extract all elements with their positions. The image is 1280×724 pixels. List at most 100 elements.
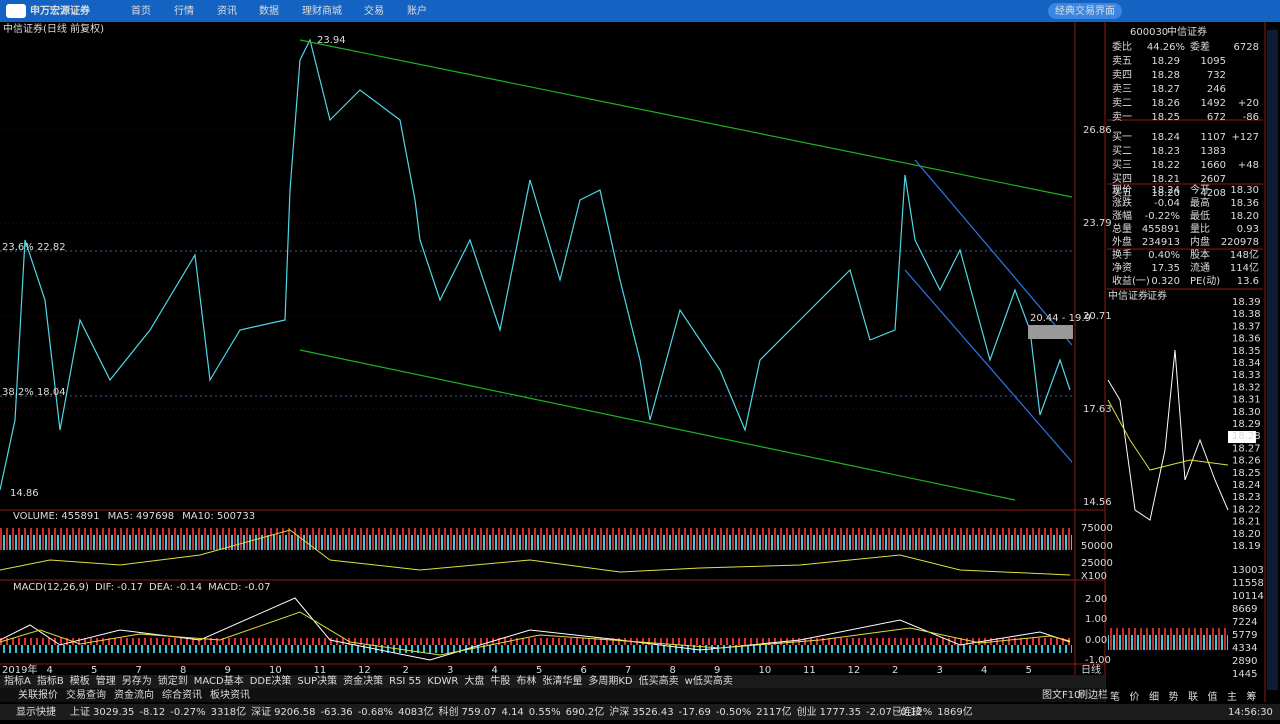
menu-item[interactable]: 行情 bbox=[174, 4, 194, 17]
stat-label: 净资 bbox=[1112, 261, 1132, 274]
indicator-tab[interactable]: 多周期KD bbox=[588, 674, 633, 687]
y-tick-label: 20.71 bbox=[1083, 311, 1112, 322]
stat-value: 234913 bbox=[1142, 237, 1180, 248]
top-bar bbox=[0, 0, 1280, 22]
index-value: 1869亿 bbox=[937, 705, 972, 718]
intraday-price-tick: 18.33 bbox=[1232, 370, 1261, 381]
x-tick-label: 2 bbox=[892, 665, 898, 676]
classic-button[interactable] bbox=[1048, 3, 1122, 19]
index-value: -63.36 bbox=[320, 707, 352, 718]
index-value: -0.50% bbox=[716, 707, 751, 718]
intraday-tab[interactable]: 联 bbox=[1188, 691, 1198, 703]
intraday-volume-tick: 1445 bbox=[1232, 669, 1257, 680]
book-volume: 732 bbox=[1207, 70, 1226, 81]
intraday-volume-tick: 13003 bbox=[1232, 565, 1264, 576]
link-tab[interactable]: 交易查询 bbox=[66, 688, 106, 701]
intraday-price-tick: 18.25 bbox=[1232, 468, 1261, 479]
indicator-tab[interactable]: KDWR bbox=[427, 676, 458, 687]
index-name: 沪深 bbox=[609, 705, 629, 718]
menu-item[interactable]: 首页 bbox=[131, 4, 151, 17]
x-tick-label: 9 bbox=[714, 665, 720, 676]
indicator-tab[interactable]: MACD基本 bbox=[194, 674, 244, 687]
indicator-tab[interactable]: 指标A bbox=[4, 674, 31, 687]
macd-tick: 2.00 bbox=[1085, 594, 1107, 605]
menu-item[interactable]: 账户 bbox=[407, 4, 427, 17]
stat-label: 今开 bbox=[1190, 183, 1210, 196]
indicator-tab[interactable]: 低买高卖 bbox=[639, 674, 679, 687]
stat-label: PE(动) bbox=[1190, 275, 1220, 287]
x-tick-label: 6 bbox=[581, 665, 587, 676]
classic-label[interactable]: 经典交易界面 bbox=[1055, 4, 1115, 17]
link-tab[interactable]: 板块资讯 bbox=[210, 688, 250, 701]
stat-label: 流通 bbox=[1190, 261, 1210, 274]
ratio-label: 委比 bbox=[1112, 40, 1132, 53]
indicator-tab[interactable]: 布林 bbox=[516, 674, 536, 687]
index-value: 9206.58 bbox=[274, 707, 315, 718]
stat-value: 13.6 bbox=[1237, 276, 1259, 287]
fib-lines bbox=[0, 250, 1075, 397]
intraday-tab[interactable]: 笔 bbox=[1110, 690, 1120, 703]
book-label: 买二 bbox=[1112, 145, 1132, 157]
intraday-tab[interactable]: 价 bbox=[1130, 691, 1140, 703]
indicator-tab[interactable]: 大盘 bbox=[464, 674, 484, 687]
intraday-volume-tick: 10114 bbox=[1232, 591, 1264, 602]
stock-code: 600030 bbox=[1130, 27, 1168, 38]
indicator-tab[interactable]: 牛股 bbox=[490, 674, 510, 687]
menu-item[interactable]: 交易 bbox=[364, 4, 384, 17]
indicator-tab[interactable]: 资金决策 bbox=[343, 674, 383, 687]
indicator-tab[interactable]: 另存为 bbox=[122, 674, 152, 687]
side-tab[interactable]: 图文F10 bbox=[1042, 688, 1080, 701]
indicator-tab[interactable]: RSI 55 bbox=[389, 676, 421, 687]
book-change: -86 bbox=[1243, 112, 1259, 123]
menu-item[interactable]: 理财商城 bbox=[302, 4, 342, 17]
stat-value: 220978 bbox=[1221, 237, 1259, 248]
book-price: 18.22 bbox=[1151, 160, 1180, 171]
link-tab[interactable]: 综合资讯 bbox=[162, 688, 202, 701]
x-tick-label: 9 bbox=[225, 665, 231, 676]
x-tick-label: 7 bbox=[136, 665, 142, 676]
indicator-tab[interactable]: 模板 bbox=[70, 674, 90, 687]
book-volume: 1492 bbox=[1201, 98, 1226, 109]
x-tick-label: 5 bbox=[536, 665, 542, 676]
volume-tick: 50000 bbox=[1081, 541, 1113, 552]
intraday-volume-tick: 5779 bbox=[1232, 630, 1257, 641]
book-price: 18.20 bbox=[1151, 188, 1180, 199]
indicator-tab[interactable]: w低买高卖 bbox=[685, 674, 733, 687]
intraday-tab[interactable]: 筹 bbox=[1247, 690, 1257, 703]
intraday-volume-tick: 4334 bbox=[1232, 643, 1257, 654]
book-change: +20 bbox=[1238, 98, 1259, 109]
panel-borders bbox=[0, 22, 1266, 702]
intraday-tab[interactable]: 值 bbox=[1208, 690, 1218, 703]
side-tab[interactable]: 刷边栏 bbox=[1078, 688, 1108, 701]
x-tick-label: 10 bbox=[759, 665, 772, 676]
indicator-tab[interactable]: 指标B bbox=[37, 674, 64, 687]
intraday-price-tick: 18.22 bbox=[1232, 504, 1261, 515]
x-tick-label: 4 bbox=[981, 665, 987, 676]
indicator-tab[interactable]: 锁定到 bbox=[158, 674, 188, 687]
volume-header: MA5: 497698 bbox=[108, 511, 175, 522]
indicator-tab[interactable]: 张清华量 bbox=[542, 674, 582, 687]
book-label: 买五 bbox=[1112, 187, 1132, 199]
stat-label: 最低 bbox=[1190, 209, 1210, 222]
indicator-tab[interactable]: DDE决策 bbox=[250, 674, 292, 687]
x-tick-label: 5 bbox=[1026, 665, 1032, 676]
intraday-tab[interactable]: 主 bbox=[1227, 691, 1237, 703]
link-tab[interactable]: 资金流向 bbox=[114, 688, 154, 701]
shortcut[interactable]: 显示快捷 bbox=[16, 705, 56, 718]
link-tab[interactable]: 关联报价 bbox=[18, 688, 58, 701]
indicator-tab[interactable]: 管理 bbox=[96, 674, 116, 687]
connection: 已连接 bbox=[892, 705, 922, 718]
ratio: 44.26% bbox=[1147, 42, 1185, 53]
intraday-tab[interactable]: 细 bbox=[1149, 690, 1159, 703]
book-label: 买一 bbox=[1112, 131, 1132, 143]
intraday-tab[interactable]: 势 bbox=[1169, 690, 1179, 703]
intraday-price-tick: 18.32 bbox=[1232, 382, 1261, 393]
stat-label: 涨幅 bbox=[1112, 209, 1132, 222]
menu-item[interactable]: 数据 bbox=[259, 4, 279, 17]
book-volume: 672 bbox=[1207, 112, 1226, 123]
indicator-tab[interactable]: SUP决策 bbox=[297, 674, 337, 687]
index-value: 3526.43 bbox=[632, 707, 673, 718]
intraday-price-tick: 18.23 bbox=[1232, 492, 1261, 503]
menu-item[interactable]: 资讯 bbox=[217, 5, 237, 17]
macd-header: MACD: -0.07 bbox=[208, 582, 270, 593]
